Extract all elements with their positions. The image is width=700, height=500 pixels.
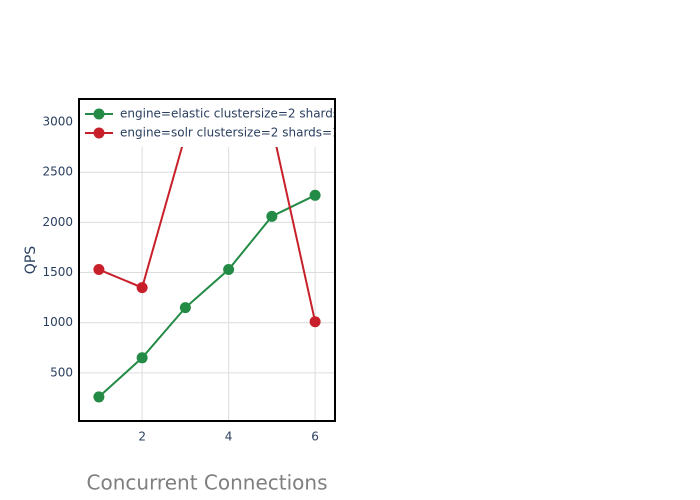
- legend-label: engine=solr clustersize=2 shards=1: [120, 126, 340, 140]
- x-tick-label: 4: [225, 430, 233, 444]
- x-axis-title: Concurrent Connections: [87, 471, 328, 495]
- legend-background: [79, 99, 335, 147]
- grid: 2 4 6 500 1000 1500 2000 2500 3000: [42, 99, 335, 444]
- y-tick-label: 2000: [42, 215, 73, 229]
- x-tick-label: 6: [311, 430, 319, 444]
- point: [179, 302, 191, 314]
- legend-swatch: [93, 108, 105, 120]
- legend: engine=elastic clustersize=2 shards=1 eng…: [79, 99, 357, 147]
- x-tick-label: 2: [138, 430, 146, 444]
- y-tick-label: 2500: [42, 165, 73, 179]
- y-axis-title: QPS: [23, 246, 39, 274]
- point: [136, 352, 148, 364]
- y-tick-label: 3000: [42, 115, 73, 129]
- point: [93, 264, 105, 276]
- plot-border: [78, 98, 336, 422]
- y-tick-label: 1500: [42, 265, 73, 279]
- series-line: [98, 99, 317, 322]
- series-line: [98, 194, 316, 398]
- y-tick-label: 1000: [42, 315, 73, 329]
- legend-swatch: [93, 127, 105, 139]
- point: [93, 391, 105, 403]
- point: [309, 189, 321, 201]
- point: [136, 282, 148, 294]
- point: [223, 264, 235, 276]
- point: [309, 316, 321, 328]
- point: [266, 210, 278, 222]
- y-tick-label: 500: [50, 365, 73, 379]
- point: [223, 56, 234, 67]
- legend-label: engine=elastic clustersize=2 shards=1: [120, 107, 357, 121]
